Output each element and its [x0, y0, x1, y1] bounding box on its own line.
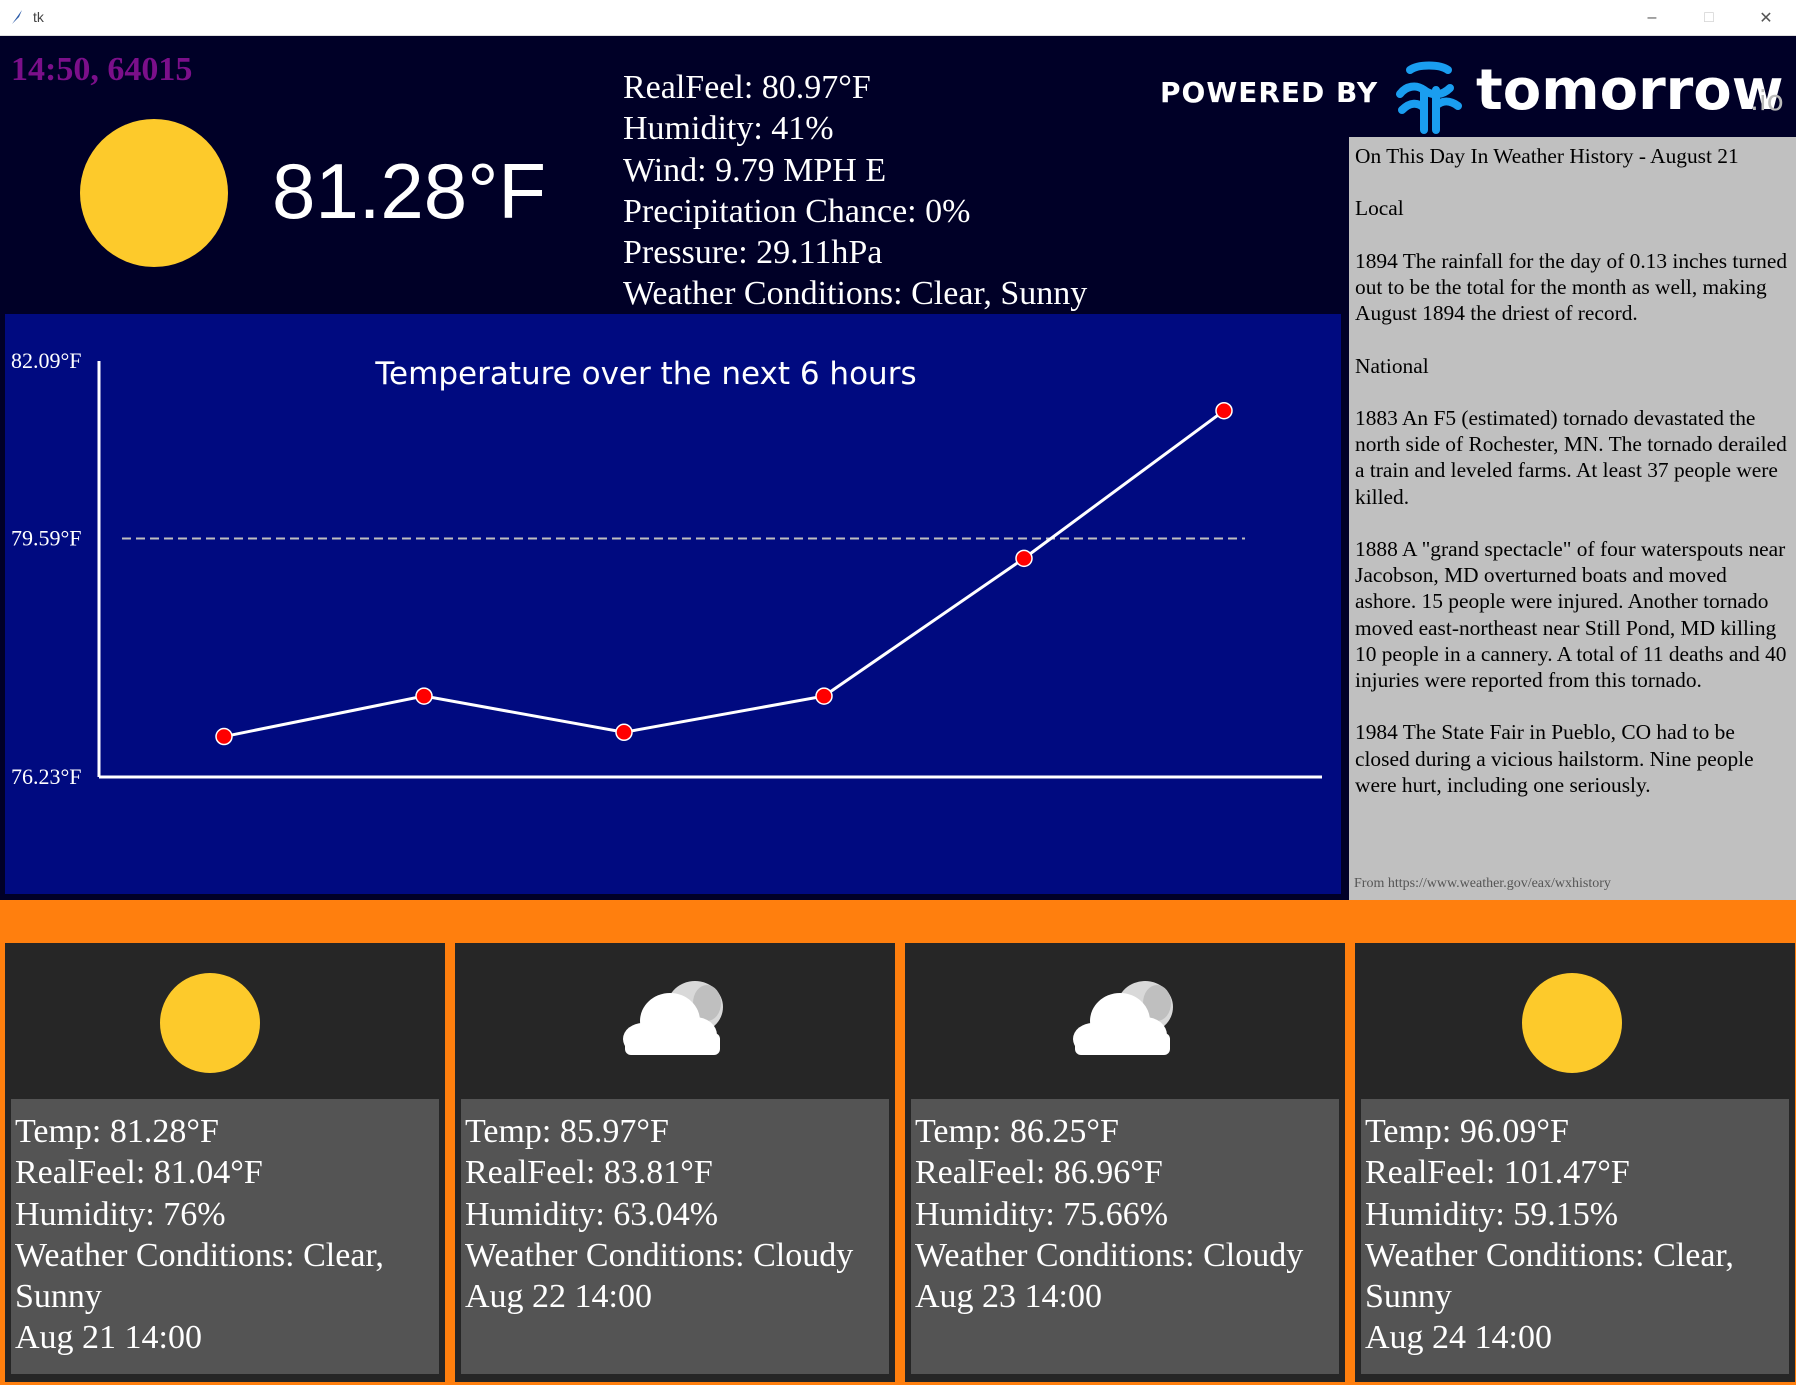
data-point — [215, 727, 233, 746]
data-point — [1015, 549, 1033, 568]
realfeel-label: RealFeel: 80.97°F — [623, 69, 871, 106]
forecast-date: Aug 23 14:00 — [915, 1278, 1102, 1316]
brand-name: tomorrow — [1476, 58, 1784, 123]
window-titlebar: tk – □ ✕ — [0, 0, 1796, 36]
data-point — [815, 687, 833, 705]
forecast-humidity: Humidity: 63.04% — [465, 1195, 719, 1233]
history-paragraph: 1984 The State Fair in Pueblo, CO had to… — [1355, 720, 1754, 797]
forecast-temp: Temp: 86.25°F — [915, 1113, 1119, 1150]
forecast-card: Temp: 96.09°F RealFeel: 101.47°F Humidit… — [1355, 943, 1795, 1382]
maximize-button[interactable]: □ — [1681, 0, 1737, 36]
current-details: RealFeel: 80.97°F Humidity: 41% Wind: 9.… — [623, 67, 1087, 315]
maximize-icon: □ — [1704, 9, 1714, 26]
powered-by-logo: POWERED BY tomorrow .io — [1160, 50, 1790, 150]
forecast-realfeel: RealFeel: 101.47°F — [1365, 1154, 1630, 1192]
forecast-card: Temp: 86.25°F RealFeel: 86.96°F Humidity… — [905, 943, 1345, 1382]
forecast-conditions: Weather Conditions: Cloudy — [465, 1236, 854, 1274]
history-paragraph: 1883 An F5 (estimated) tornado devastate… — [1355, 405, 1787, 509]
cloud-icon — [1073, 981, 1173, 1055]
tomorrow-io-logo-icon — [1396, 61, 1462, 134]
weather-history-panel: On This Day In Weather History - August … — [1349, 137, 1796, 931]
pressure-label: Pressure: 29.11hPa — [623, 234, 883, 272]
forecast-realfeel: RealFeel: 86.96°F — [915, 1154, 1163, 1192]
temperature-chart-panel: Temperature over the next 6 hours 82.09°… — [5, 314, 1341, 894]
forecast-date: Aug 22 14:00 — [465, 1278, 652, 1316]
forecast-temp: Temp: 81.28°F — [15, 1113, 219, 1150]
feather-icon — [12, 10, 22, 24]
precipitation-label: Precipitation Chance: 0% — [623, 192, 971, 230]
close-button[interactable]: ✕ — [1738, 0, 1794, 36]
history-paragraph: National — [1355, 353, 1429, 378]
forecast-conditions: Weather Conditions: Cloudy — [915, 1236, 1304, 1274]
data-point — [415, 687, 433, 705]
forecast-humidity: Humidity: 76% — [15, 1195, 226, 1233]
sun-icon — [1522, 973, 1622, 1073]
forecast-humidity: Humidity: 75.66% — [915, 1195, 1169, 1233]
forecast-conditions: Sunny — [15, 1278, 102, 1316]
clock-label: 14:50, 64015 — [11, 51, 193, 88]
conditions-label: Weather Conditions: Clear, Sunny — [623, 275, 1088, 313]
chart-title: Temperature over the next 6 hours — [375, 356, 917, 392]
history-paragraph: 1894 The rainfall for the day of 0.13 in… — [1355, 248, 1788, 326]
forecast-conditions: Sunny — [1365, 1278, 1452, 1316]
forecast-conditions: Weather Conditions: Clear, — [15, 1236, 384, 1274]
history-paragraph: Local — [1355, 196, 1404, 221]
history-paragraph: 1888 A "grand spectacle" of four watersp… — [1355, 536, 1787, 692]
close-icon: ✕ — [1759, 10, 1773, 27]
history-source: From https://www.weather.gov/eax/wxhisto… — [1354, 876, 1611, 891]
current-temperature: 81.28°F — [272, 147, 547, 235]
forecast-date: Aug 21 14:00 — [15, 1319, 202, 1357]
y-tick-label: 82.09°F — [11, 348, 82, 373]
sun-icon — [160, 973, 260, 1073]
minimize-button[interactable]: – — [1624, 0, 1680, 36]
history-title: On This Day In Weather History - August … — [1355, 144, 1739, 168]
forecast-humidity: Humidity: 59.15% — [1365, 1195, 1619, 1233]
humidity-label: Humidity: 41% — [623, 110, 834, 148]
data-point — [1215, 401, 1233, 420]
brand-suffix: .io — [1750, 84, 1784, 117]
sun-icon — [80, 119, 228, 267]
wind-label: Wind: 9.79 MPH E — [623, 151, 887, 189]
forecast-realfeel: RealFeel: 83.81°F — [465, 1154, 713, 1192]
temperature-line — [223, 409, 1225, 739]
forecast-conditions: Weather Conditions: Clear, — [1365, 1236, 1734, 1274]
y-tick-label: 79.59°F — [11, 525, 82, 550]
y-tick-label: 76.23°F — [11, 764, 82, 789]
forecast-realfeel: RealFeel: 81.04°F — [15, 1154, 263, 1192]
powered-by-label: POWERED BY — [1160, 76, 1379, 109]
forecast-card: Temp: 85.97°F RealFeel: 83.81°F Humidity… — [455, 943, 895, 1382]
forecast-date: Aug 24 14:00 — [1365, 1319, 1552, 1357]
minimize-icon: – — [1647, 9, 1657, 26]
temperature-chart: 82.09°F 79.59°F 76.23°F — [11, 348, 1322, 789]
forecast-card: Temp: 81.28°F RealFeel: 81.04°F Humidity… — [5, 943, 445, 1382]
window-title: tk — [33, 9, 44, 25]
forecast-temp: Temp: 96.09°F — [1365, 1113, 1569, 1150]
data-point — [615, 723, 633, 742]
forecast-temp: Temp: 85.97°F — [465, 1113, 669, 1150]
cloud-icon — [623, 981, 723, 1055]
